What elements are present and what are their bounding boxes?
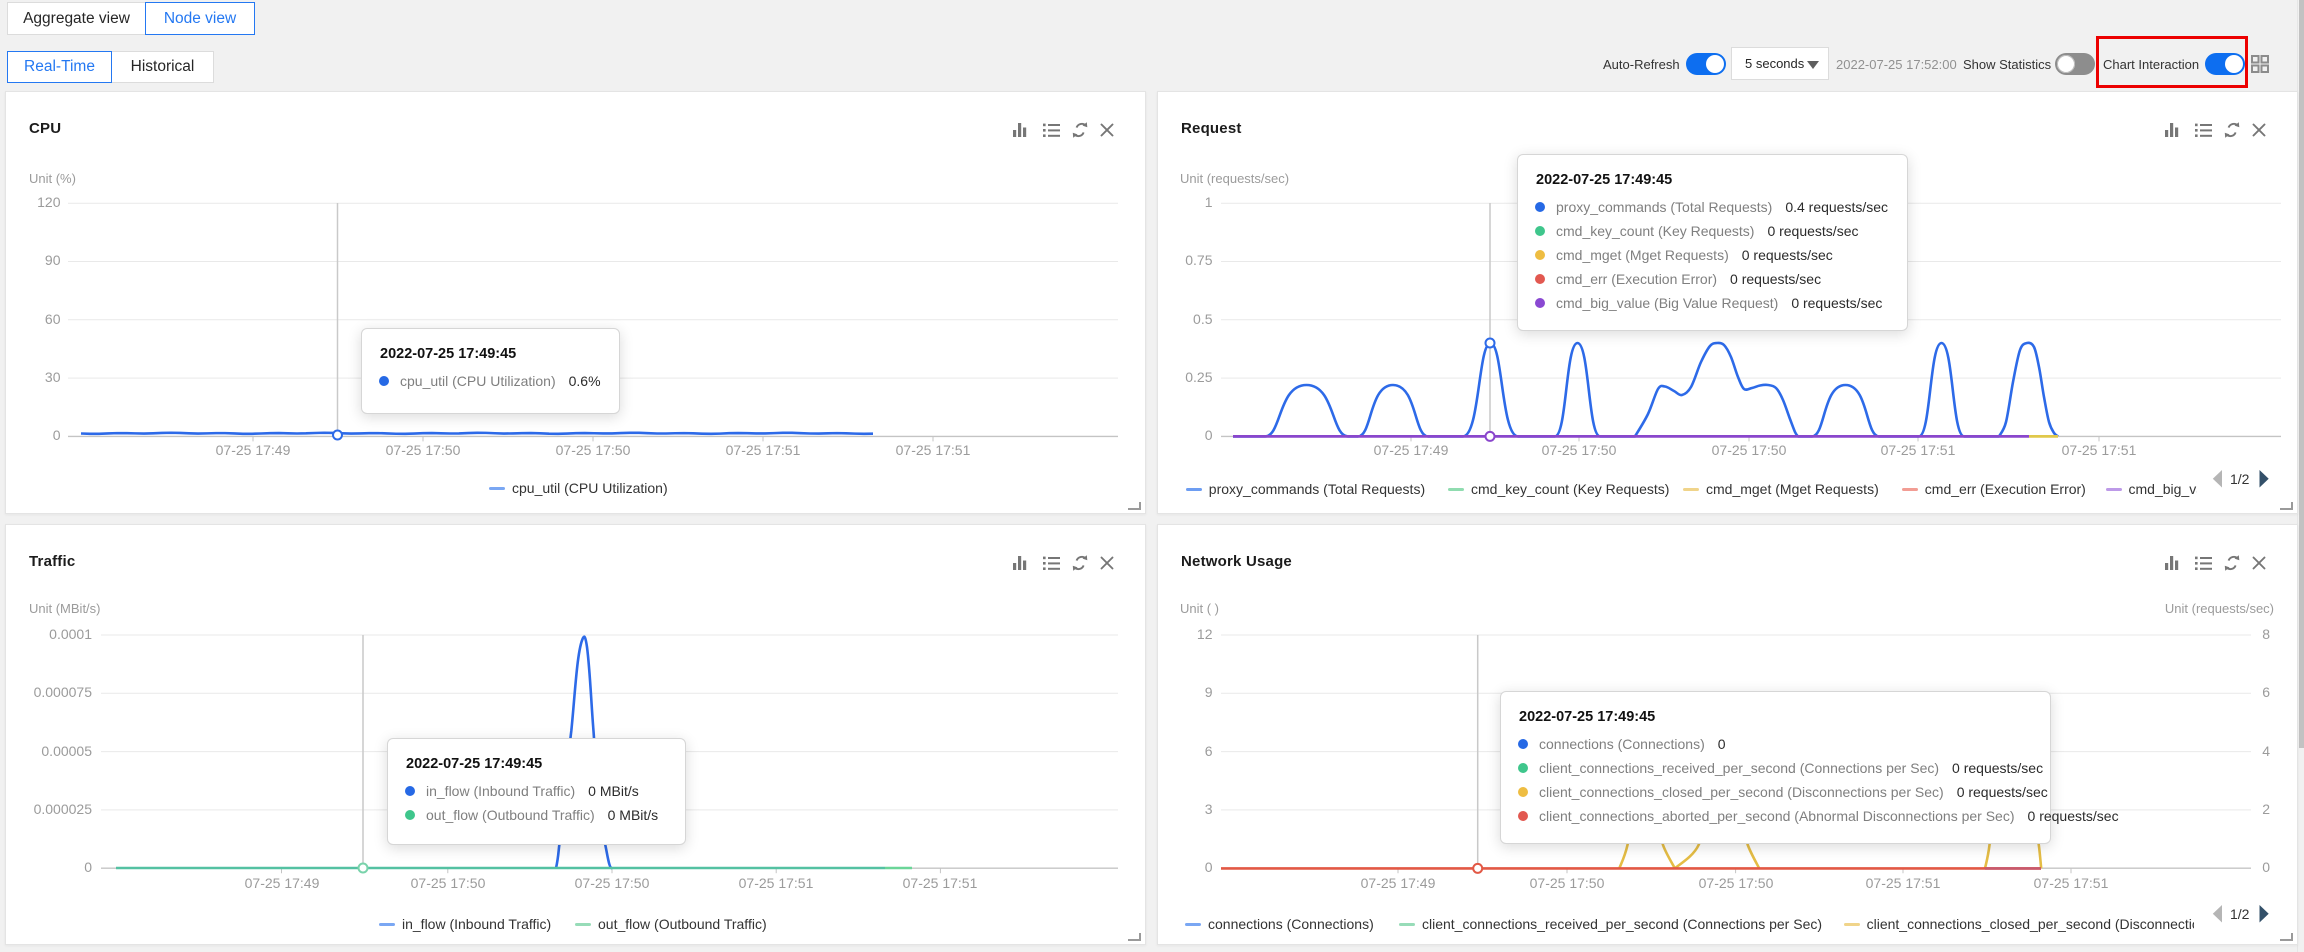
svg-text:1/2: 1/2 <box>2230 906 2250 922</box>
svg-text:1/2: 1/2 <box>2230 471 2250 487</box>
